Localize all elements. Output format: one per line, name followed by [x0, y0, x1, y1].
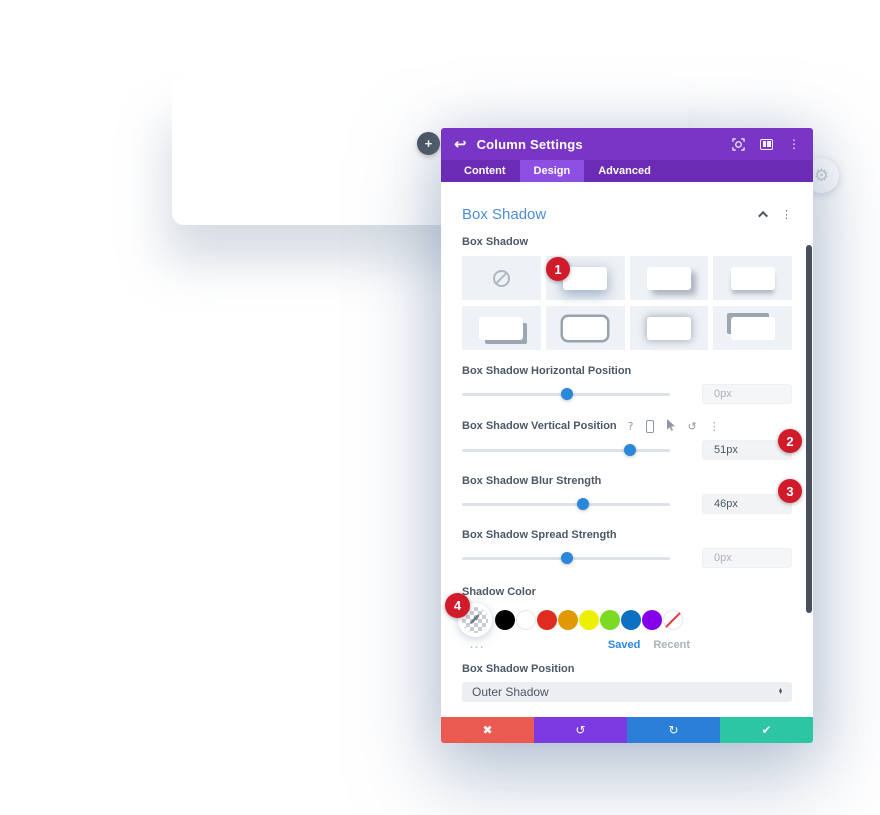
recent-colors-link[interactable]: Recent — [653, 639, 690, 651]
callout-badge-3: 3 — [778, 479, 802, 503]
modal-body: Box Shadow ⋮ Box Shadow Box Shadow Horiz… — [441, 182, 813, 717]
slider-label: Box Shadow Vertical Position — [462, 420, 617, 432]
callout-badge-1: 1 — [546, 257, 570, 281]
callout-badge-4: 4 — [445, 593, 470, 618]
option-hover-icons: ? ↺ ⋮ — [628, 419, 720, 433]
box-shadow-preset-soft-right-bottom[interactable] — [629, 256, 709, 300]
color-swatch-ffffff[interactable] — [516, 610, 536, 630]
shadow-color-group: Shadow Color ... Saved Recent — [462, 586, 792, 651]
box-shadow-section-header[interactable]: Box Shadow ⋮ — [462, 206, 792, 223]
box-shadow-preset-soft-bottom[interactable] — [713, 256, 792, 300]
modal-footer: ✖ ↺ ↻ ✔ — [441, 717, 813, 743]
slider-thumb[interactable] — [561, 552, 574, 564]
slider-group-vertical: Box Shadow Vertical Position ? ↺ ⋮ — [462, 419, 792, 460]
horizontal-position-slider[interactable] — [462, 384, 670, 404]
selected-option: Outer Shadow — [472, 685, 549, 699]
spread-strength-slider[interactable] — [462, 548, 670, 568]
box-shadow-preset-none[interactable] — [462, 256, 541, 300]
responsive-icon[interactable] — [645, 419, 654, 433]
modal-header: ↩ Column Settings ⋮ — [441, 128, 813, 160]
select-arrows-icon: ▴ ▾ — [778, 686, 782, 696]
box-shadow-preset-glow[interactable] — [629, 306, 709, 350]
box-shadow-position-select[interactable]: Outer Shadow ▴ ▾ — [462, 682, 792, 702]
section-title: Box Shadow — [462, 206, 547, 223]
preset-preview-chip — [563, 266, 608, 290]
window-position-icon[interactable] — [760, 138, 773, 150]
slider-track — [462, 448, 670, 452]
callout-badge-2: 2 — [778, 429, 802, 453]
color-swatch-e02b20[interactable] — [537, 610, 557, 630]
reset-icon[interactable]: ↺ — [687, 419, 697, 433]
add-module-button[interactable]: + — [417, 132, 440, 155]
no-shadow-icon — [492, 269, 510, 287]
cursor-hover-icon[interactable] — [666, 419, 676, 433]
tab-advanced[interactable]: Advanced — [598, 165, 651, 177]
box-shadow-presets — [462, 256, 792, 350]
slider-label: Box Shadow Spread Strength — [462, 529, 617, 541]
vertical-position-input[interactable] — [702, 440, 792, 460]
vertical-position-slider[interactable] — [462, 440, 670, 460]
color-swatch-row — [462, 607, 690, 633]
settings-tabbar: Content Design Advanced — [441, 160, 813, 182]
redo-button[interactable]: ↻ — [627, 717, 720, 743]
blur-strength-input[interactable] — [702, 494, 792, 514]
spread-strength-input[interactable] — [702, 548, 792, 568]
help-icon[interactable]: ? — [627, 419, 634, 433]
more-colors-icon[interactable]: ... — [470, 638, 486, 651]
box-shadow-preset-outline[interactable] — [545, 306, 625, 350]
preset-preview-chip — [646, 316, 691, 340]
color-swatch-0c71c3[interactable] — [621, 610, 641, 630]
slider-label: Box Shadow Blur Strength — [462, 475, 602, 487]
preset-preview-chip — [730, 316, 775, 340]
color-swatch-none[interactable] — [663, 610, 683, 630]
preset-icon[interactable] — [732, 137, 745, 151]
position-label: Box Shadow Position — [462, 663, 575, 675]
back-arrow-icon[interactable]: ↩ — [454, 134, 467, 153]
box-shadow-preset-hard-right-bottom[interactable] — [462, 306, 541, 350]
slider-thumb[interactable] — [624, 444, 637, 456]
section-options-icon[interactable]: ⋮ — [781, 208, 792, 221]
color-swatch-edf000[interactable] — [579, 610, 599, 630]
blur-strength-slider[interactable] — [462, 494, 670, 514]
color-swatch-e09900[interactable] — [558, 610, 578, 630]
color-swatch-7cda24[interactable] — [600, 610, 620, 630]
cancel-button[interactable]: ✖ — [441, 717, 534, 743]
preset-preview-chip — [479, 316, 524, 340]
saved-colors-link[interactable]: Saved — [607, 639, 641, 651]
modal-scrollbar[interactable] — [806, 245, 812, 613]
column-settings-modal: ↩ Column Settings ⋮ Content Design Advan… — [441, 128, 813, 743]
slider-track — [462, 502, 670, 506]
save-button[interactable]: ✔ — [720, 717, 813, 743]
preset-preview-chip — [646, 266, 691, 290]
modal-title: Column Settings — [476, 136, 583, 152]
shadow-color-label: Shadow Color — [462, 586, 536, 598]
color-swatch-000000[interactable] — [495, 610, 515, 630]
slider-thumb[interactable] — [561, 388, 574, 400]
box-shadow-preset-hard-top-left[interactable] — [713, 306, 792, 350]
tab-design[interactable]: Design — [519, 160, 585, 182]
slider-thumb[interactable] — [576, 498, 589, 510]
preset-preview-chip — [730, 266, 775, 290]
box-shadow-label: Box Shadow — [462, 236, 529, 248]
undo-button[interactable]: ↺ — [534, 717, 627, 743]
box-shadow-position-group: Box Shadow Position Outer Shadow ▴ ▾ — [462, 663, 792, 702]
tab-content[interactable]: Content — [464, 165, 506, 177]
eyedropper-icon — [470, 614, 480, 624]
horizontal-position-input[interactable] — [702, 384, 792, 404]
color-swatch-8300e9[interactable] — [642, 610, 662, 630]
field-options-icon[interactable]: ⋮ — [708, 419, 720, 433]
slider-group-blur: Box Shadow Blur Strength — [462, 475, 792, 514]
more-options-icon[interactable]: ⋮ — [788, 137, 800, 151]
slider-label: Box Shadow Horizontal Position — [462, 365, 632, 377]
preset-preview-chip — [563, 316, 608, 340]
slider-group-spread: Box Shadow Spread Strength — [462, 529, 792, 568]
slider-group-horizontal: Box Shadow Horizontal Position — [462, 365, 792, 404]
collapse-chevron-icon[interactable] — [758, 210, 769, 221]
